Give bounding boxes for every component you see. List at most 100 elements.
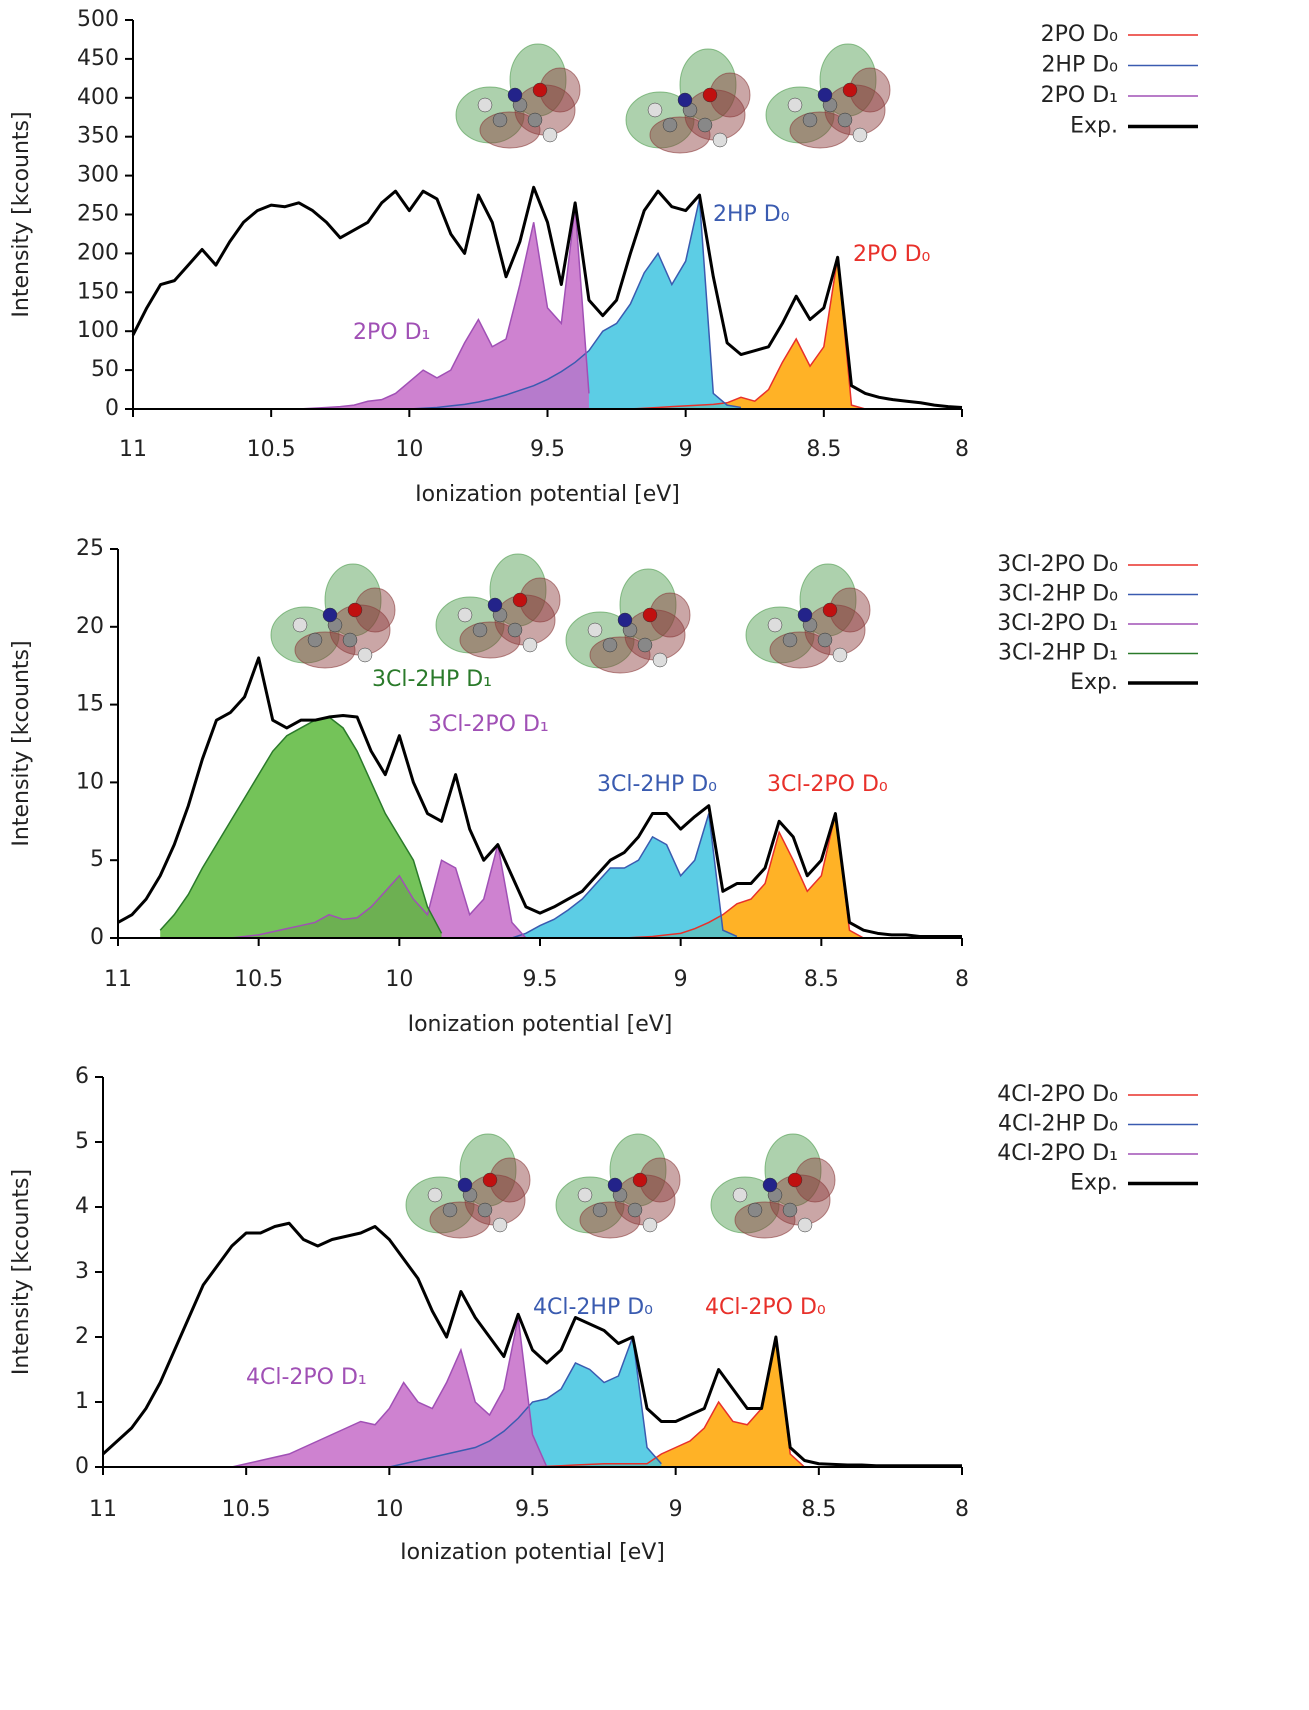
atom (457, 607, 473, 623)
atom (837, 112, 853, 128)
atom (627, 1202, 643, 1218)
y-tick-label: 4 (75, 1194, 89, 1219)
y-tick-label: 500 (77, 7, 119, 32)
x-tick-label: 8.5 (804, 967, 839, 992)
atom (697, 117, 713, 133)
x-tick-label: 8 (955, 437, 969, 462)
atom (292, 617, 308, 633)
y-tick-label: 50 (91, 357, 119, 382)
x-tick-label: 9 (674, 967, 688, 992)
series-annotation: 4Cl-2PO D₀ (705, 1295, 826, 1320)
atom (527, 112, 543, 128)
atom (797, 607, 813, 623)
atom (747, 1202, 763, 1218)
x-tick-label: 10 (395, 437, 423, 462)
atom (492, 112, 508, 128)
y-tick-label: 0 (105, 396, 119, 421)
y-tick-label: 0 (90, 925, 104, 950)
molecule-image (455, 43, 581, 149)
atom (782, 632, 798, 648)
x-tick-label: 9 (669, 1497, 683, 1522)
x-tick-label: 11 (104, 967, 132, 992)
atom (487, 597, 503, 613)
y-tick-label: 6 (75, 1064, 89, 1089)
atom (637, 637, 653, 653)
y-tick-label: 1 (75, 1389, 89, 1414)
atom (702, 87, 718, 103)
x-tick-label: 10.5 (247, 437, 296, 462)
atom (587, 622, 603, 638)
atom (592, 1202, 608, 1218)
x-tick-label: 8 (955, 1497, 969, 1522)
y-axis-label: Intensity [kcounts] (9, 640, 34, 846)
x-tick-label: 9.5 (515, 1497, 550, 1522)
x-tick-label: 10 (385, 967, 413, 992)
y-tick-label: 15 (76, 692, 104, 717)
atom (442, 1202, 458, 1218)
series-annotation: 3Cl-2PO D₁ (428, 712, 549, 737)
series-annotation: 4Cl-2PO D₁ (246, 1365, 367, 1390)
atom (427, 1187, 443, 1203)
atom (492, 1217, 508, 1233)
experiment-line (117, 656, 962, 938)
series-line (511, 813, 738, 939)
y-tick-label: 200 (77, 240, 119, 265)
series-line (231, 1317, 548, 1468)
atom (307, 632, 323, 648)
molecule-image (270, 563, 396, 669)
y-tick-label: 150 (77, 279, 119, 304)
x-tick-label: 10.5 (234, 967, 283, 992)
y-axis-label: Intensity [kcounts] (9, 1169, 34, 1375)
atom (522, 637, 538, 653)
atom (472, 622, 488, 638)
series-annotation: 4Cl-2HP D₀ (533, 1295, 653, 1320)
atom (787, 1172, 803, 1188)
x-tick-label: 9.5 (523, 967, 558, 992)
atom (347, 602, 363, 618)
atom (802, 112, 818, 128)
atom (817, 632, 833, 648)
y-tick-label: 450 (77, 46, 119, 71)
series-annotation: 2PO D₁ (353, 320, 430, 345)
y-tick-label: 25 (76, 536, 104, 561)
atom (477, 97, 493, 113)
molecule-image (745, 563, 871, 669)
molecule-image (405, 1133, 531, 1239)
series-line (298, 206, 590, 410)
atom (512, 592, 528, 608)
atom (642, 607, 658, 623)
y-tick-label: 10 (76, 769, 104, 794)
legend-label: 3Cl-2HP D₀ (998, 582, 1118, 607)
legend-label: 3Cl-2HP D₁ (998, 641, 1118, 666)
y-tick-label: 300 (77, 163, 119, 188)
series-line (630, 257, 866, 410)
atom (532, 82, 548, 98)
experiment-line (101, 1221, 962, 1468)
legend-label: 4Cl-2PO D₁ (997, 1141, 1118, 1166)
y-tick-label: 3 (75, 1259, 89, 1284)
x-tick-label: 9 (679, 437, 693, 462)
area-fill (389, 1337, 662, 1467)
y-tick-label: 20 (76, 614, 104, 639)
atom (577, 1187, 593, 1203)
series-line (159, 716, 443, 934)
area-fill (532, 1337, 805, 1467)
series-annotation: 3Cl-2HP D₀ (597, 772, 717, 797)
y-tick-label: 100 (77, 318, 119, 343)
series-annotation: 2PO D₀ (853, 242, 931, 267)
legend-label: Exp. (1070, 1171, 1118, 1196)
legend-label: 4Cl-2PO D₀ (997, 1082, 1118, 1107)
series-line (389, 1336, 662, 1468)
molecule-image (625, 48, 751, 154)
x-axis-label: Ionization potential [eV] (415, 482, 680, 507)
x-tick-label: 10.5 (222, 1497, 271, 1522)
atom (457, 1177, 473, 1193)
atom (712, 132, 728, 148)
atom (817, 87, 833, 103)
area-fill (409, 198, 741, 409)
y-tick-label: 400 (77, 85, 119, 110)
legend-label: 3Cl-2PO D₀ (997, 552, 1118, 577)
molecule-image (435, 553, 561, 659)
